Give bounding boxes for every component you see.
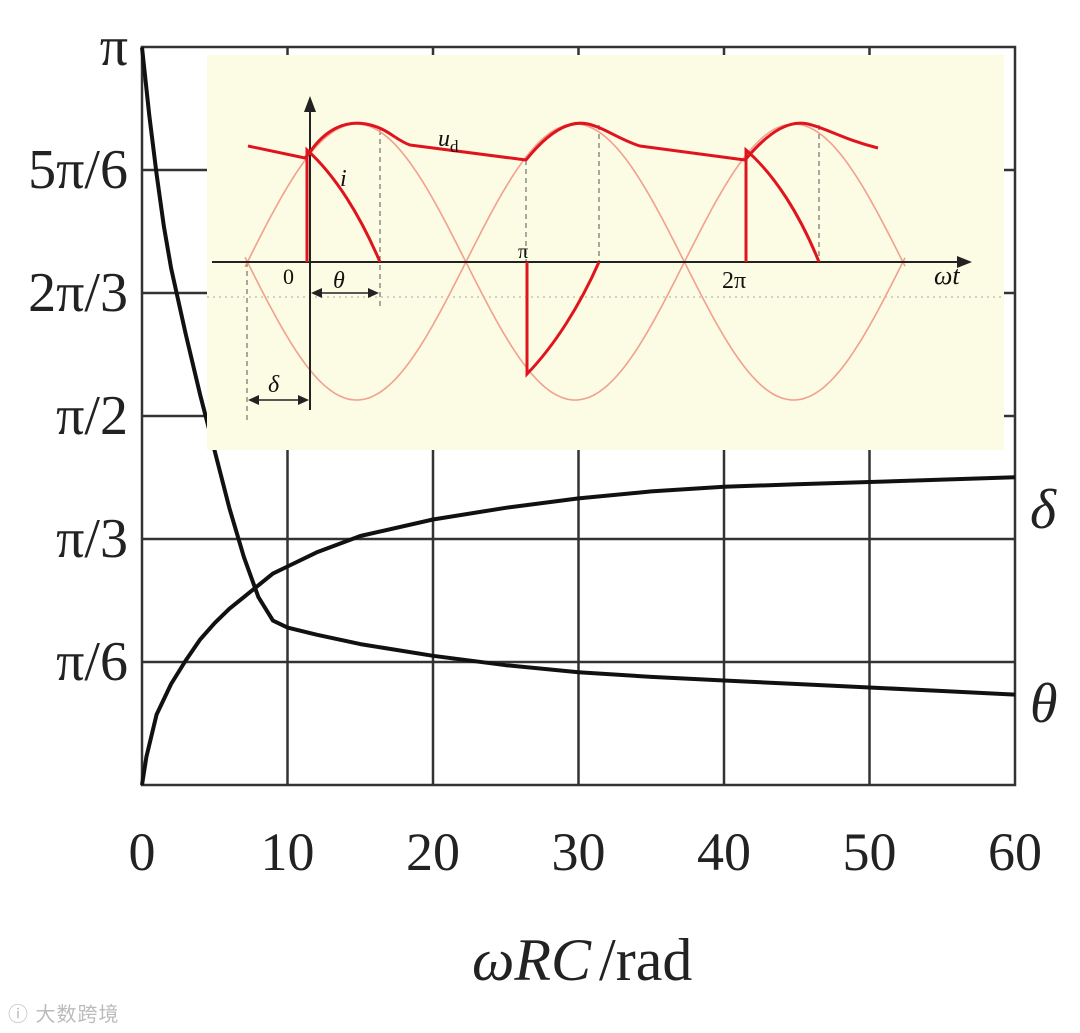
inset-x-axis-arrow <box>957 256 972 268</box>
y-tick-label: π/3 <box>56 508 128 570</box>
inset-label-omega-t: ωt <box>934 261 960 290</box>
inset-axes <box>212 96 972 410</box>
series-line-delta <box>140 475 1016 786</box>
y-tick-label: π/6 <box>56 631 128 693</box>
x-tick-labels: 0 10 20 30 40 50 60 <box>129 822 1043 882</box>
x-tick-label: 10 <box>261 822 315 882</box>
inset-waveform-diagram: ud i 0 π 2π ωt θ δ <box>207 55 1004 450</box>
inset-current-pulse-1 <box>305 146 382 263</box>
y-tick-label: 5π/6 <box>28 139 128 201</box>
x-tick-label: 0 <box>129 822 156 882</box>
inset-label-i: i <box>340 166 347 192</box>
inset-delta-arrow-right <box>298 395 309 405</box>
inset-label-delta: δ <box>268 372 280 398</box>
inset-theta-arrow-left <box>311 288 322 298</box>
x-axis-label-unit: /rad <box>599 927 692 993</box>
inset-current-pulse-3 <box>744 146 821 263</box>
series-label-theta: θ <box>1030 673 1058 735</box>
inset-label-2pi: 2π <box>722 268 746 294</box>
y-tick-label: 2π/3 <box>28 262 128 324</box>
inset-ud-and-current <box>247 121 879 378</box>
inset-background <box>207 55 1004 450</box>
inset-delta-arrow-left <box>248 395 259 405</box>
x-tick-label: 20 <box>406 822 460 882</box>
series-label-delta: δ <box>1030 479 1057 541</box>
y-tick-labels: π/6 π/3 π/2 2π/3 5π/6 π <box>28 16 128 693</box>
y-tick-label: π/2 <box>56 385 128 447</box>
series-lines <box>140 47 1016 786</box>
watermark-logo: ⓘ 大数跨境 <box>8 1004 120 1026</box>
inset-label-ud: ud <box>438 126 459 156</box>
inset-label-ud-main: u <box>438 126 450 152</box>
inset-theta-arrow-right <box>368 288 379 298</box>
inset-y-axis-arrow <box>304 96 316 112</box>
x-tick-label: 40 <box>697 822 751 882</box>
series-line-theta <box>140 47 1016 697</box>
x-axis-label: ωRC/rad <box>472 927 692 993</box>
inset-label-zero: 0 <box>283 264 294 289</box>
inset-label-theta: θ <box>333 268 345 294</box>
inset-label-pi: π <box>518 241 528 263</box>
inset-label-ud-sub: d <box>450 137 459 156</box>
x-tick-label: 50 <box>843 822 897 882</box>
inset-current-pulse-2 <box>525 261 601 378</box>
inset-dimension-arrows <box>248 288 379 405</box>
x-tick-label: 30 <box>552 822 606 882</box>
y-tick-label: π <box>100 16 128 78</box>
inset-ud-curve <box>247 121 879 162</box>
x-tick-label: 60 <box>988 822 1042 882</box>
x-axis-label-variable: ωRC <box>472 927 592 993</box>
